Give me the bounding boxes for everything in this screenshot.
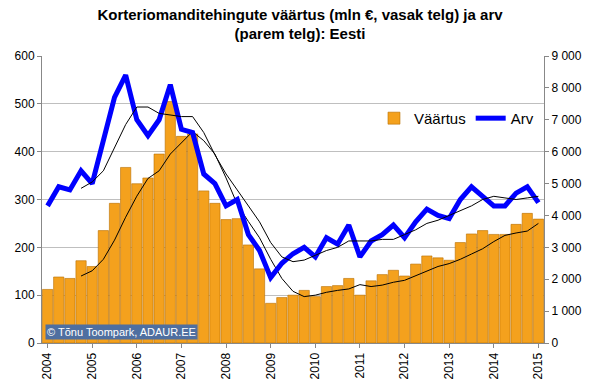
svg-text:2010: 2010 xyxy=(308,352,322,379)
svg-text:2005: 2005 xyxy=(85,352,99,379)
svg-text:2 000: 2 000 xyxy=(551,272,581,286)
svg-text:200: 200 xyxy=(15,241,35,255)
svg-text:8 000: 8 000 xyxy=(551,81,581,95)
svg-text:Arv: Arv xyxy=(511,110,534,127)
svg-text:6 000: 6 000 xyxy=(551,145,581,159)
svg-text:© Tõnu Toompark, ADAUR.EE: © Tõnu Toompark, ADAUR.EE xyxy=(47,326,196,338)
svg-text:500: 500 xyxy=(15,97,35,111)
svg-text:5 000: 5 000 xyxy=(551,177,581,191)
svg-text:Korteriomanditehingute väärtus: Korteriomanditehingute väärtus (mln €, v… xyxy=(97,6,503,43)
svg-text:100: 100 xyxy=(15,288,35,302)
svg-text:2008: 2008 xyxy=(219,352,233,379)
svg-text:Väärtus: Väärtus xyxy=(414,110,466,127)
svg-text:0: 0 xyxy=(551,336,558,350)
svg-text:2009: 2009 xyxy=(264,352,278,379)
svg-text:3 000: 3 000 xyxy=(551,241,581,255)
svg-text:2007: 2007 xyxy=(174,352,188,379)
svg-text:2004: 2004 xyxy=(40,352,54,379)
svg-text:600: 600 xyxy=(15,49,35,63)
svg-text:2011: 2011 xyxy=(353,352,367,378)
svg-text:2015: 2015 xyxy=(531,352,545,379)
svg-text:2014: 2014 xyxy=(487,352,501,379)
svg-text:4 000: 4 000 xyxy=(551,209,581,223)
svg-text:300: 300 xyxy=(15,193,35,207)
svg-text:2006: 2006 xyxy=(130,352,144,379)
svg-text:400: 400 xyxy=(15,145,35,159)
svg-text:0: 0 xyxy=(28,336,35,350)
svg-text:7 000: 7 000 xyxy=(551,113,581,127)
svg-text:9 000: 9 000 xyxy=(551,49,581,63)
svg-text:2012: 2012 xyxy=(397,352,411,379)
svg-text:2013: 2013 xyxy=(442,352,456,379)
svg-text:1 000: 1 000 xyxy=(551,304,581,318)
